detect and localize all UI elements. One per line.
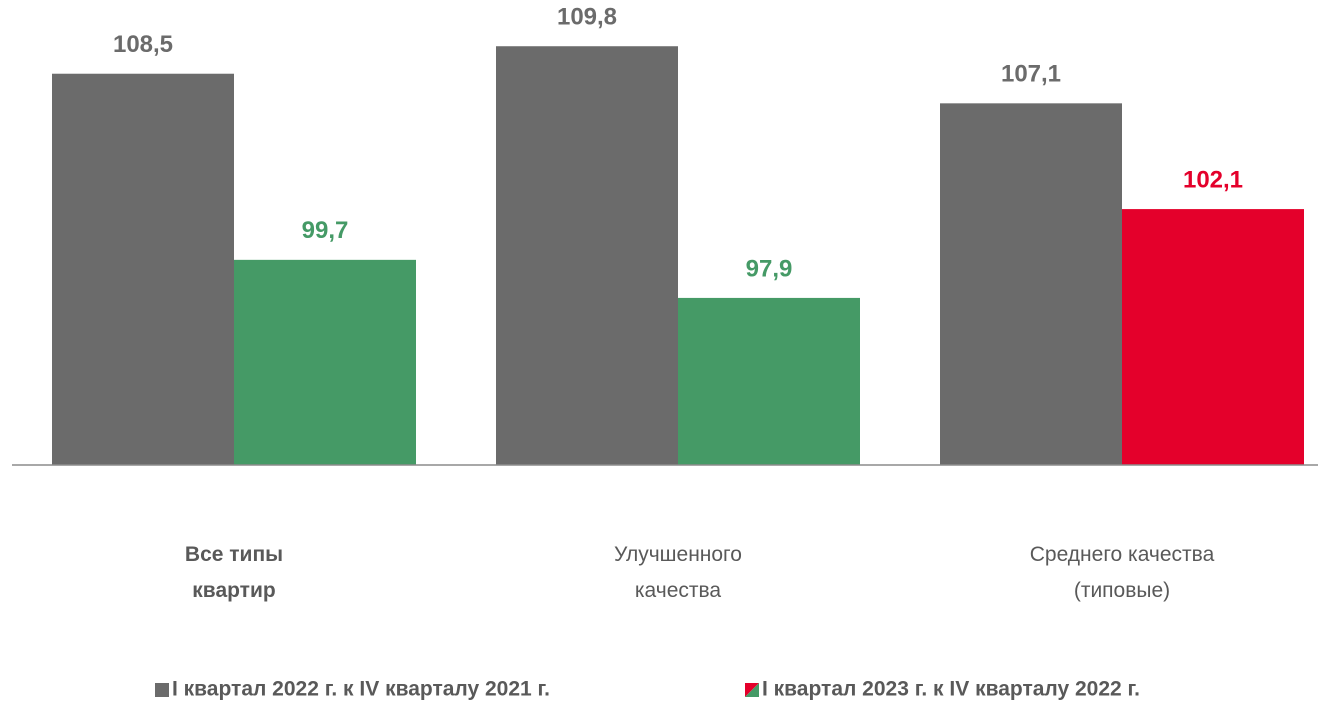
bar bbox=[1122, 209, 1304, 465]
bar bbox=[234, 259, 416, 465]
value-label: 102,1 bbox=[1183, 166, 1243, 193]
legend-marker bbox=[155, 683, 169, 697]
value-label: 109,8 bbox=[557, 4, 617, 31]
value-label: 107,1 bbox=[1001, 61, 1061, 88]
x-tick-label: Улучшенного качества bbox=[614, 543, 742, 602]
value-label: 108,5 bbox=[113, 31, 173, 58]
legend-marker bbox=[745, 683, 759, 697]
value-label: 97,9 bbox=[746, 255, 793, 282]
bar bbox=[52, 73, 234, 465]
x-tick-label: Среднего качества (типовые) bbox=[1029, 543, 1215, 602]
x-tick-label: Все типы квартир bbox=[184, 543, 284, 602]
legend-label: I квартал 2023 г. к IV кварталу 2022 г. bbox=[762, 678, 1140, 701]
bar bbox=[496, 46, 678, 465]
value-label: 99,7 bbox=[302, 217, 349, 244]
legend-label: I квартал 2022 г. к IV кварталу 2021 г. bbox=[172, 678, 550, 701]
bar bbox=[678, 297, 860, 465]
bar bbox=[940, 103, 1122, 466]
